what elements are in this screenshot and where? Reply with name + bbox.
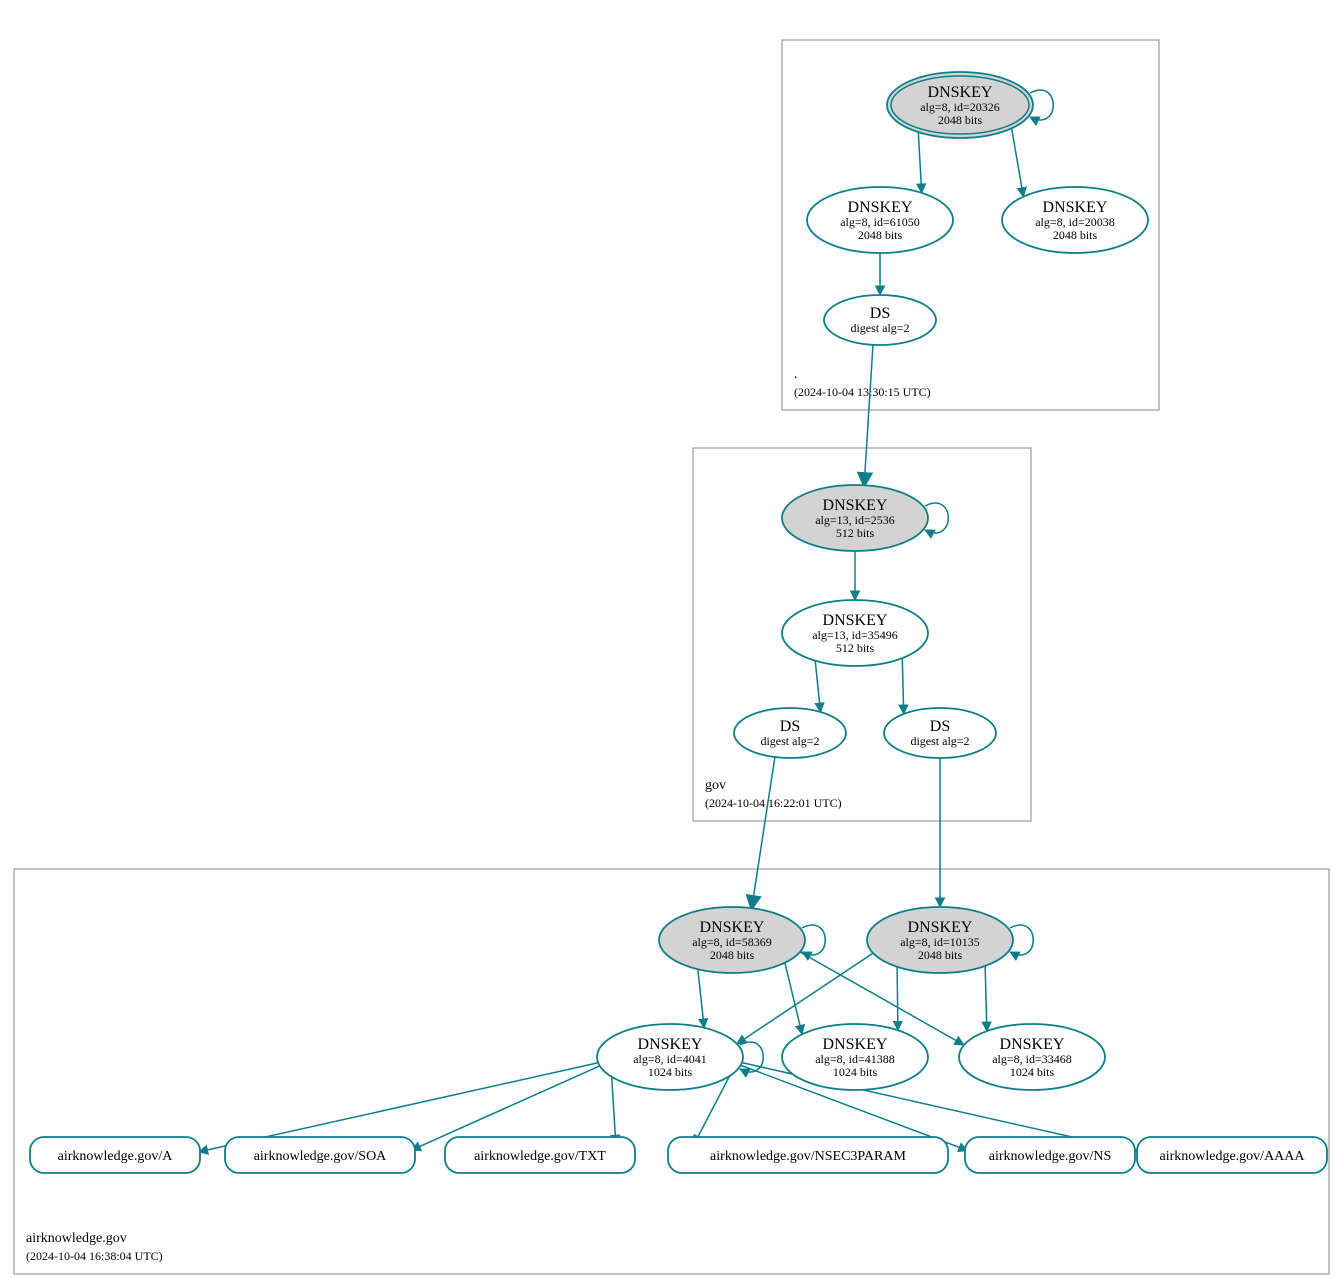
svg-text:airknowledge.gov/AAAA: airknowledge.gov/AAAA <box>1159 1149 1305 1164</box>
svg-text:2048 bits: 2048 bits <box>1053 228 1098 242</box>
svg-text:(2024-10-04 16:22:01 UTC): (2024-10-04 16:22:01 UTC) <box>705 796 842 810</box>
svg-text:alg=8, id=20326: alg=8, id=20326 <box>920 100 1000 114</box>
rrset-r4: airknowledge.gov/NSEC3PARAM <box>668 1137 948 1173</box>
svg-text:DNSKEY: DNSKEY <box>908 919 973 936</box>
svg-text:512 bits: 512 bits <box>836 526 875 540</box>
node-n8: DSdigest alg=2 <box>884 708 996 758</box>
svg-text:DNSKEY: DNSKEY <box>1000 1036 1065 1053</box>
node-n13: DNSKEYalg=8, id=334681024 bits <box>959 1024 1105 1090</box>
node-n2: DNSKEYalg=8, id=610502048 bits <box>807 187 953 253</box>
svg-text:DNSKEY: DNSKEY <box>928 84 993 101</box>
rrset-r6: airknowledge.gov/AAAA <box>1137 1137 1327 1173</box>
node-n3: DNSKEYalg=8, id=200382048 bits <box>1002 187 1148 253</box>
node-n7: DSdigest alg=2 <box>734 708 846 758</box>
rrset-r3: airknowledge.gov/TXT <box>445 1137 635 1173</box>
svg-text:DNSKEY: DNSKEY <box>823 497 888 514</box>
node-n12: DNSKEYalg=8, id=413881024 bits <box>782 1024 928 1090</box>
svg-text:alg=8, id=58369: alg=8, id=58369 <box>692 935 772 949</box>
svg-text:(2024-10-04 16:38:04 UTC): (2024-10-04 16:38:04 UTC) <box>26 1249 163 1263</box>
svg-text:(2024-10-04 13:30:15 UTC): (2024-10-04 13:30:15 UTC) <box>794 385 931 399</box>
svg-text:DS: DS <box>780 718 800 735</box>
svg-text:DNSKEY: DNSKEY <box>700 919 765 936</box>
svg-text:digest alg=2: digest alg=2 <box>850 321 909 335</box>
svg-text:DNSKEY: DNSKEY <box>823 612 888 629</box>
svg-text:alg=13, id=35496: alg=13, id=35496 <box>812 628 898 642</box>
svg-text:alg=8, id=10135: alg=8, id=10135 <box>900 935 980 949</box>
svg-text:airknowledge.gov/TXT: airknowledge.gov/TXT <box>474 1149 606 1164</box>
svg-text:1024 bits: 1024 bits <box>1010 1065 1055 1079</box>
svg-text:2048 bits: 2048 bits <box>918 948 963 962</box>
svg-text:512 bits: 512 bits <box>836 641 875 655</box>
rrset-r2: airknowledge.gov/SOA <box>225 1137 415 1173</box>
svg-text:DNSKEY: DNSKEY <box>638 1036 703 1053</box>
svg-text:DS: DS <box>870 305 890 322</box>
svg-text:1024 bits: 1024 bits <box>833 1065 878 1079</box>
svg-text:DNSKEY: DNSKEY <box>1043 199 1108 216</box>
rrset-r5: airknowledge.gov/NS <box>965 1137 1135 1173</box>
svg-text:alg=8, id=20038: alg=8, id=20038 <box>1035 215 1115 229</box>
svg-text:2048 bits: 2048 bits <box>710 948 755 962</box>
svg-text:.: . <box>794 367 798 382</box>
svg-text:airknowledge.gov/NSEC3PARAM: airknowledge.gov/NSEC3PARAM <box>710 1149 906 1164</box>
svg-text:DNSKEY: DNSKEY <box>823 1036 888 1053</box>
svg-text:digest alg=2: digest alg=2 <box>910 734 969 748</box>
dnssec-diagram: . (2024-10-04 13:30:15 UTC) gov (2024-10-04… <box>0 0 1343 1278</box>
rrset-r1: airknowledge.gov/A <box>30 1137 200 1173</box>
svg-text:airknowledge.gov: airknowledge.gov <box>26 1231 127 1246</box>
svg-text:airknowledge.gov/NS: airknowledge.gov/NS <box>989 1149 1111 1164</box>
svg-text:airknowledge.gov/A: airknowledge.gov/A <box>58 1149 174 1164</box>
svg-text:2048 bits: 2048 bits <box>858 228 903 242</box>
node-n4: DSdigest alg=2 <box>824 295 936 345</box>
node-n6: DNSKEYalg=13, id=35496512 bits <box>782 600 928 666</box>
svg-text:DS: DS <box>930 718 950 735</box>
svg-text:alg=8, id=33468: alg=8, id=33468 <box>992 1052 1072 1066</box>
svg-text:gov: gov <box>705 778 726 793</box>
svg-text:alg=8, id=61050: alg=8, id=61050 <box>840 215 920 229</box>
svg-text:DNSKEY: DNSKEY <box>848 199 913 216</box>
svg-text:alg=8, id=4041: alg=8, id=4041 <box>633 1052 707 1066</box>
svg-text:airknowledge.gov/SOA: airknowledge.gov/SOA <box>254 1149 387 1164</box>
svg-text:digest alg=2: digest alg=2 <box>760 734 819 748</box>
svg-text:1024 bits: 1024 bits <box>648 1065 693 1079</box>
svg-text:alg=13, id=2536: alg=13, id=2536 <box>815 513 895 527</box>
svg-text:alg=8, id=41388: alg=8, id=41388 <box>815 1052 895 1066</box>
svg-text:2048 bits: 2048 bits <box>938 113 983 127</box>
